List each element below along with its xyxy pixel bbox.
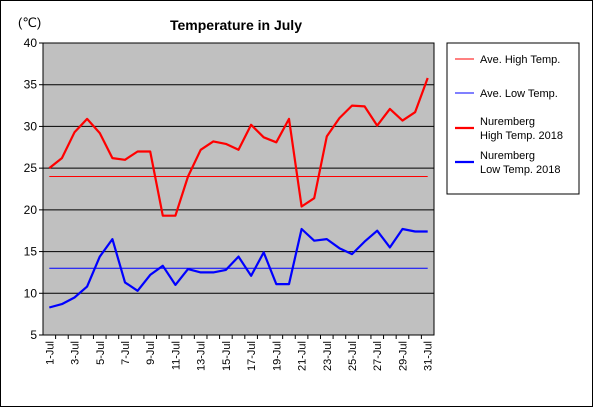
y-tick-label: 5 [30, 328, 37, 342]
x-tick-label: 3-Jul [70, 341, 82, 365]
x-axis: 1-Jul 3-Jul 5-Jul 7-Jul 9-Jul 11-Jul 13-Jul 15-… [44, 335, 435, 371]
x-tick-label: 5-Jul [95, 341, 107, 365]
y-tick-label: 30 [24, 119, 38, 133]
x-tick-label: 31-Jul [423, 341, 435, 371]
y-axis: 5 10 15 20 25 30 35 40 [24, 36, 43, 342]
y-tick-label: 15 [24, 245, 38, 259]
x-tick-label: 29-Jul [397, 341, 409, 371]
legend-label: Nuremberg Low Temp. 2018 [480, 150, 561, 176]
series-line-3 [49, 227, 428, 309]
series-line-2 [48, 77, 429, 217]
x-tick-label: 27-Jul [372, 341, 384, 371]
y-tick-label: 20 [24, 203, 38, 217]
unit-label: (℃) [18, 15, 41, 30]
y-tick-label: 35 [24, 78, 38, 92]
x-tick-label: 7-Jul [120, 341, 132, 365]
x-tick-label: 17-Jul [246, 341, 258, 371]
x-tick-label: 21-Jul [297, 341, 309, 371]
chart-title: Temperature in July [170, 17, 302, 33]
gridlines [43, 84, 434, 294]
x-tick-label: 13-Jul [196, 341, 208, 371]
plot-area [42, 42, 435, 336]
x-tick-label: 25-Jul [347, 341, 359, 371]
y-tick-label: 25 [24, 161, 38, 175]
x-tick-label: 15-Jul [221, 341, 233, 371]
y-tick-label: 40 [24, 36, 38, 50]
legend: Ave. High Temp. Ave. Low Temp. Nuremberg Hi… [446, 42, 580, 195]
y-tick-label: 10 [24, 286, 38, 300]
series-lines [48, 77, 429, 309]
legend-box [446, 42, 580, 195]
legend-label: Ave. Low Temp. [480, 88, 558, 100]
x-tick-label: 11-Jul [170, 341, 182, 370]
x-tick-label: 9-Jul [145, 341, 157, 365]
legend-label: Nuremberg High Temp. 2018 [480, 116, 563, 142]
x-tick-label: 19-Jul [271, 341, 283, 371]
x-tick-label: 23-Jul [322, 341, 334, 371]
x-tick-label: 1-Jul [44, 341, 56, 365]
legend-label: Ave. High Temp. [480, 54, 560, 66]
